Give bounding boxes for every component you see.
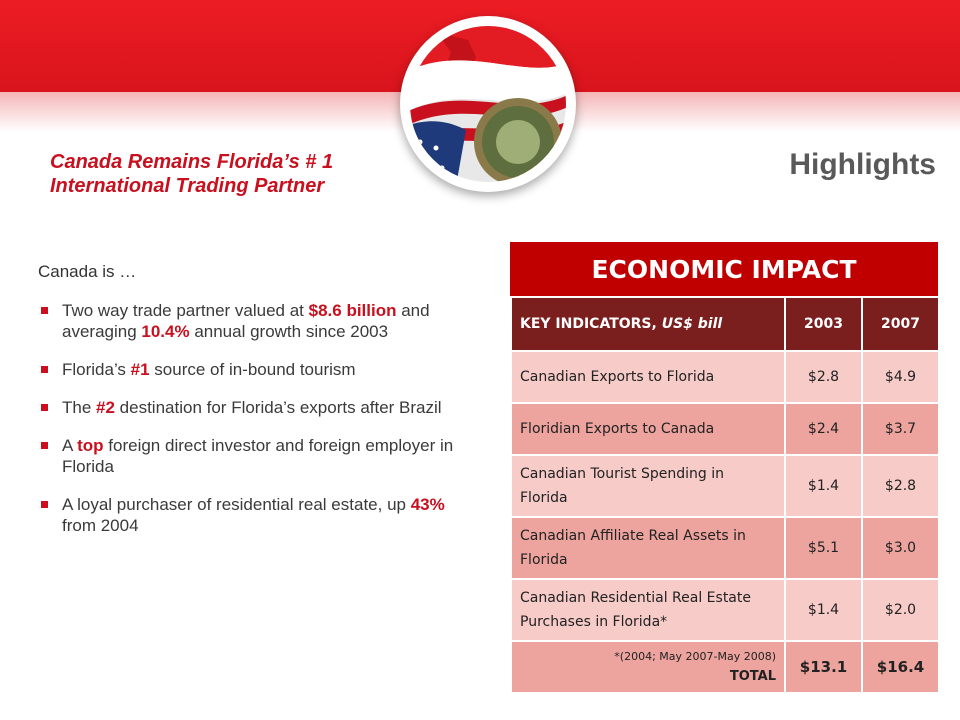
cell-2007: $2.8 [861,454,940,518]
total-label: TOTAL [729,669,776,684]
total-footnote: *(2004; May 2007-May 2008) [614,650,776,663]
table-row: Canadian Exports to Florida $2.8 $4.9 [510,350,940,404]
cell-2003: $1.4 [784,454,863,518]
bullet-text: and averaging [62,301,430,341]
bullet-text: The [62,398,97,417]
flags-and-state-seal-emblem [400,16,576,192]
bullet-square-icon [41,404,48,411]
table-title: ECONOMIC IMPACT [510,242,938,296]
bullet-highlight: #2 [96,398,115,417]
total-2003: $13.1 [784,640,863,694]
bullet-item: Florida’s #1 source of in-bound tourism [38,359,478,380]
bullet-square-icon [41,307,48,314]
bullet-square-icon [41,501,48,508]
bullet-item: The #2 destination for Florida’s exports… [38,397,478,418]
cell-2007: $2.0 [861,578,940,642]
bullet-text: A loyal purchaser of residential real es… [62,495,411,514]
cell-2007: $3.7 [861,402,940,456]
slide-subtitle: Canada Remains Florida’s # 1 Internation… [50,150,410,198]
table-row: Canadian Affiliate Real Assets in Florid… [510,516,940,580]
table-total-row: *(2004; May 2007-May 2008) TOTAL $13.1 $… [510,640,940,694]
bullet-text: foreign direct investor and foreign empl… [62,436,454,476]
bullet-text: destination for Florida’s exports after … [114,398,442,417]
col-header-indicators: KEY INDICATORS, US$ bill [510,296,786,352]
bullet-item: Two way trade partner valued at $8.6 bil… [38,300,478,342]
subtitle-line-1: Canada Remains Florida’s # 1 [50,151,334,173]
bullet-text: source of in-bound tourism [149,360,356,379]
cell-2007: $4.9 [861,350,940,404]
row-label: Floridian Exports to Canada [510,402,786,456]
bullet-highlight: 43% [410,495,445,514]
col-header-2007: 2007 [861,296,940,352]
bullet-highlight: 10.4% [141,322,190,341]
cell-2003: $5.1 [784,516,863,580]
header-label-unit: US$ bill [661,316,723,332]
table-row: Floridian Exports to Canada $2.4 $3.7 [510,402,940,456]
bullet-highlight: top [77,436,104,455]
table-row: Canadian Tourist Spending in Florida $1.… [510,454,940,518]
col-header-2003: 2003 [784,296,863,352]
cell-2007: $3.0 [861,516,940,580]
total-label-cell: *(2004; May 2007-May 2008) TOTAL [510,640,786,694]
cell-2003: $2.4 [784,402,863,456]
bullet-text: from 2004 [62,516,139,535]
table-header-row: KEY INDICATORS, US$ bill 2003 2007 [510,296,940,352]
bullet-list: Two way trade partner valued at $8.6 bil… [38,300,478,553]
row-label: Canadian Residential Real Estate Purchas… [510,578,786,642]
header-label: KEY INDICATORS, [520,316,662,332]
bullet-text: annual growth since 2003 [189,322,389,341]
bullet-item: A loyal purchaser of residential real es… [38,494,478,536]
bullet-text: Florida’s [62,360,131,379]
row-label: Canadian Affiliate Real Assets in Florid… [510,516,786,580]
row-label: Canadian Exports to Florida [510,350,786,404]
intro-text: Canada is … [38,262,137,281]
bullet-square-icon [41,442,48,449]
total-2007: $16.4 [861,640,940,694]
subtitle-line-2: International Trading Partner [50,175,325,197]
bullet-square-icon [41,366,48,373]
row-label: Canadian Tourist Spending in Florida [510,454,786,518]
bullet-text: A [62,436,78,455]
cell-2003: $2.8 [784,350,863,404]
economic-impact-table: ECONOMIC IMPACT KEY INDICATORS, US$ bill… [510,242,940,694]
indicators-table: KEY INDICATORS, US$ bill 2003 2007 Canad… [510,296,940,694]
bullet-text: Two way trade partner valued at [62,301,309,320]
flag-seal-icon [410,26,566,182]
table-row: Canadian Residential Real Estate Purchas… [510,578,940,642]
bullet-highlight: $8.6 billion [308,301,397,320]
cell-2003: $1.4 [784,578,863,642]
bullet-highlight: #1 [130,360,150,379]
bullet-item: A top foreign direct investor and foreig… [38,435,478,477]
page-title: Highlights [789,148,936,181]
